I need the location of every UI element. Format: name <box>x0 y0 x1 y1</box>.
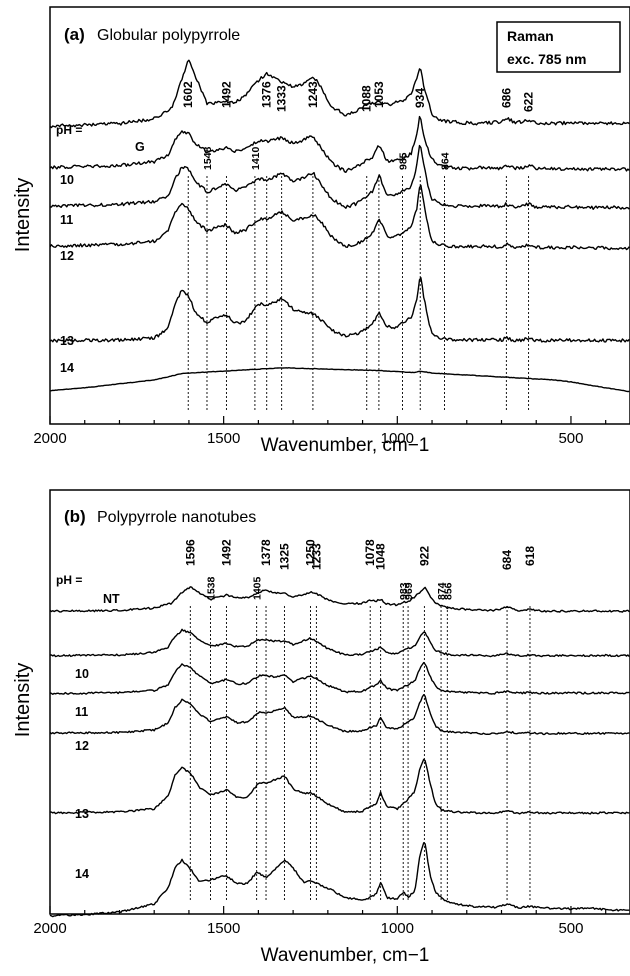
peak-label: 618 <box>523 546 537 566</box>
curve-label: NT <box>103 592 120 606</box>
x-tick-label: 2000 <box>33 920 66 937</box>
peak-label: 1596 <box>183 539 197 566</box>
spectrum-line <box>49 367 630 393</box>
panel-b-label: (b) <box>64 507 86 526</box>
peak-label: 1376 <box>260 81 274 108</box>
peak-label: 1048 <box>374 543 388 570</box>
spectrum-line <box>49 758 630 815</box>
panel-a-series <box>49 59 630 393</box>
peak-label: 1078 <box>363 539 377 566</box>
panel-b-curve-labels: NT 10 11 12 13 14 <box>75 592 120 881</box>
spectrum-line <box>49 115 630 174</box>
peak-label: 934 <box>413 88 427 108</box>
peak-label: 874 <box>436 582 448 600</box>
x-tick-label: 2000 <box>33 430 66 447</box>
panel-a-y-label: Intensity <box>12 178 34 252</box>
peak-label: 686 <box>499 88 513 108</box>
peak-label: 1333 <box>275 85 289 112</box>
peak-label: 922 <box>417 546 431 566</box>
spectrum-line <box>49 694 630 736</box>
peak-label: 1243 <box>306 81 320 108</box>
panel-a-x-label: Wavenumber, cm−1 <box>261 435 430 456</box>
x-tick-label: 500 <box>558 430 583 447</box>
panel-a-label: (a) <box>64 25 85 44</box>
panel-b-peak-lines <box>189 606 531 900</box>
panel-a-frame <box>49 6 630 425</box>
curve-label: 10 <box>75 667 89 681</box>
panel-b-title: Polypyrrole nanotubes <box>97 509 256 526</box>
spectrum-line <box>49 277 630 343</box>
panel-b-series <box>49 586 630 918</box>
x-tick-label: 1500 <box>207 920 240 937</box>
x-tick-label: 1500 <box>207 430 240 447</box>
peak-label: 985 <box>398 152 410 170</box>
peak-label: 1053 <box>372 81 386 108</box>
curve-label: 11 <box>75 705 88 719</box>
spectrum-line <box>49 628 630 658</box>
peak-label: 1410 <box>250 146 262 170</box>
panel-a-ticks: 2000 1500 1000 500 <box>33 416 607 447</box>
peak-label: 1325 <box>277 543 291 570</box>
panel-a-legend-title: pH = <box>56 123 82 137</box>
peak-label: 1548 <box>202 146 214 170</box>
x-tick-label: 1000 <box>381 920 414 937</box>
panel-a-annotation-box <box>496 21 621 73</box>
peak-label: 1492 <box>219 81 233 108</box>
peak-label: 856 <box>442 582 454 600</box>
peak-label: 1378 <box>259 539 273 566</box>
curve-label: 13 <box>60 334 74 348</box>
panel-a-annotation-line2: exc. 785 nm <box>507 51 586 67</box>
peak-label: 1250 <box>303 539 317 566</box>
peak-label: 969 <box>403 582 415 600</box>
x-tick-label: 500 <box>558 920 583 937</box>
panel-b-y-label: Intensity <box>12 663 34 737</box>
curve-label: 14 <box>75 867 89 881</box>
spectrum-line <box>49 144 630 211</box>
spectrum-line <box>49 661 630 695</box>
spectrum-line <box>49 586 630 613</box>
curve-label: G <box>135 140 145 154</box>
curve-label: 12 <box>60 249 74 263</box>
peak-label: 684 <box>500 550 514 570</box>
curve-label: 12 <box>75 739 89 753</box>
spectrum-line <box>49 842 630 918</box>
panel-b-x-label: Wavenumber, cm−1 <box>261 945 430 966</box>
peak-label: 1233 <box>309 543 323 570</box>
spectrum-line <box>49 184 630 251</box>
curve-label: 11 <box>60 213 73 227</box>
spectrum-line <box>49 59 630 129</box>
peak-label: 622 <box>522 92 536 112</box>
peak-label: 1492 <box>219 539 233 566</box>
peak-label: 983 <box>398 582 410 600</box>
curve-label: 13 <box>75 807 89 821</box>
peak-label: 1405 <box>252 576 264 600</box>
peak-label: 1602 <box>181 81 195 108</box>
panel-b-frame <box>49 489 630 915</box>
panel-a-title: Globular polypyrrole <box>97 27 240 44</box>
panel-a-annotation-line1: Raman <box>507 28 554 44</box>
peak-label: 1538 <box>205 576 217 600</box>
curve-label: 10 <box>60 173 74 187</box>
peak-label: 1088 <box>360 85 374 112</box>
panel-b-ticks: 2000 1500 1000 500 <box>33 906 607 937</box>
panel-b-legend-title: pH = <box>56 573 82 587</box>
peak-label: 864 <box>440 152 452 170</box>
curve-label: 14 <box>60 361 74 375</box>
panel-a-peak-lines <box>187 176 530 410</box>
x-tick-label: 1000 <box>381 430 414 447</box>
panel-a-curve-labels: G 10 11 12 13 14 <box>60 140 145 375</box>
